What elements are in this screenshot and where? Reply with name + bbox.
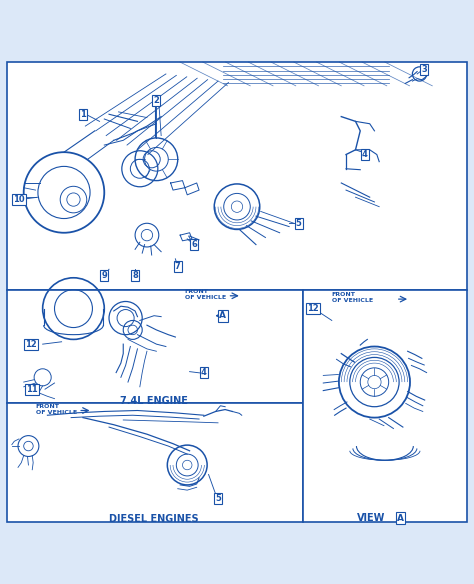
Text: FRONT
OF VEHICLE: FRONT OF VEHICLE <box>185 289 226 300</box>
Bar <box>303 290 467 522</box>
Bar <box>7 404 303 522</box>
Text: DIESEL ENGINES: DIESEL ENGINES <box>109 513 199 524</box>
Text: A: A <box>219 311 226 320</box>
Bar <box>7 62 467 290</box>
Text: 2: 2 <box>154 96 159 105</box>
Text: 12: 12 <box>25 340 36 349</box>
Text: 4: 4 <box>201 368 207 377</box>
Text: 10: 10 <box>13 195 25 204</box>
Text: 8: 8 <box>132 271 138 280</box>
Text: 12: 12 <box>307 304 319 313</box>
Bar <box>7 290 303 404</box>
Text: 5: 5 <box>215 493 221 503</box>
Text: FRONT
OF VEHICLE: FRONT OF VEHICLE <box>36 404 77 415</box>
Text: 1: 1 <box>80 110 86 119</box>
Text: 7.4L ENGINE: 7.4L ENGINE <box>120 396 188 406</box>
Text: FRONT
OF VEHICLE: FRONT OF VEHICLE <box>332 292 373 303</box>
Text: 4: 4 <box>362 150 368 159</box>
Text: 11: 11 <box>27 385 38 394</box>
Text: 9: 9 <box>101 271 107 280</box>
Text: VIEW: VIEW <box>356 513 385 523</box>
Text: 5: 5 <box>296 219 301 228</box>
Text: 7: 7 <box>175 262 181 272</box>
Text: 3: 3 <box>421 65 427 74</box>
Text: 6: 6 <box>191 240 197 249</box>
Text: A: A <box>397 513 404 523</box>
